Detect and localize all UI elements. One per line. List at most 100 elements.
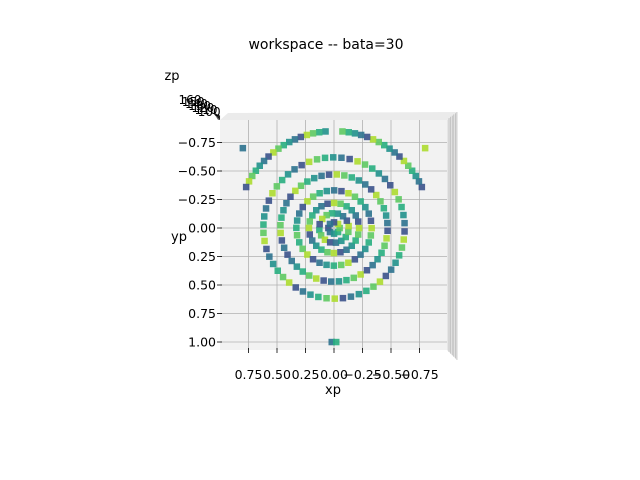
y-axis-label: yp <box>171 230 187 245</box>
scatter-point <box>315 293 322 301</box>
scatter-point <box>363 287 370 295</box>
scatter-point <box>367 232 375 239</box>
scatter-point <box>318 203 325 210</box>
scatter-point <box>362 181 369 188</box>
scatter-point <box>330 249 338 257</box>
scatter-point <box>274 267 281 274</box>
scatter-point <box>367 217 375 224</box>
scatter-point <box>309 237 316 244</box>
scatter-point <box>304 178 311 185</box>
scatter-point <box>325 224 332 232</box>
scatter-point <box>252 167 260 174</box>
x-axis-label: xp <box>325 383 341 398</box>
scatter-point <box>365 239 372 246</box>
scatter-point <box>335 278 343 285</box>
scatter-point <box>376 278 384 285</box>
scatter-point <box>323 261 330 269</box>
scatter-point <box>348 242 355 249</box>
scatter-point <box>342 233 349 241</box>
scatter-point <box>326 228 334 236</box>
scatter-point <box>369 261 376 269</box>
scatter-point <box>415 178 423 185</box>
y-tick-label: 0.50 <box>188 278 216 293</box>
scatter-point <box>368 224 375 232</box>
scatter-point <box>324 249 331 256</box>
scatter-point <box>260 229 267 237</box>
scatter-point <box>341 172 348 179</box>
scatter-point <box>332 239 340 246</box>
scatter-point <box>326 220 334 228</box>
scatter-point <box>383 235 390 242</box>
x-tick-label: 0.00 <box>320 367 348 382</box>
scatter-point <box>277 229 284 237</box>
scatter-point <box>292 187 299 195</box>
scatter-point <box>400 211 407 219</box>
scatter-point <box>279 273 287 281</box>
scatter-point <box>313 207 320 214</box>
scatter-point <box>343 203 350 210</box>
scatter-point <box>293 224 300 232</box>
scatter-point <box>330 199 338 207</box>
scatter-point <box>412 172 419 180</box>
scatter-point <box>275 145 282 152</box>
scatter-point <box>333 338 340 346</box>
scatter-point <box>323 187 330 195</box>
side-grid-lines <box>448 112 458 360</box>
axes: 0.75 0.50 0.25 0.00−0.25−0.50−0.75−0.75−0.5… <box>178 93 439 382</box>
scatter-point <box>378 249 385 256</box>
z-tick-label: 160 <box>179 93 202 107</box>
scatter-point <box>355 177 362 184</box>
scatter-point <box>401 228 408 235</box>
scatter-point <box>381 175 389 183</box>
y-tick-label: −0.75 <box>178 135 216 150</box>
scatter-point <box>338 261 345 269</box>
scatter-point <box>270 149 277 156</box>
scatter-point <box>386 145 393 152</box>
scatter-point <box>277 222 284 229</box>
scatter-point <box>330 187 338 194</box>
scatter-point <box>261 237 268 245</box>
scatter-point <box>375 170 383 177</box>
scatter-point <box>370 283 377 290</box>
scatter-point <box>288 257 295 265</box>
z-tick-mark <box>216 117 221 120</box>
scatter-point <box>363 267 371 274</box>
z-tick-label: 140 <box>185 97 208 111</box>
scatter-point <box>278 176 286 184</box>
scatter-point <box>361 161 369 168</box>
scatter-point <box>306 218 313 225</box>
grid-lines <box>220 120 447 350</box>
scatter-point <box>347 293 355 300</box>
scatter-point <box>296 210 303 217</box>
chart-title: workspace -- bata=30 <box>248 37 403 53</box>
z-tick-label: 110 <box>195 103 218 117</box>
scatter-point <box>348 207 355 214</box>
scatter-point <box>321 236 329 243</box>
scatter-point <box>260 157 268 165</box>
scatter-point <box>352 212 359 219</box>
scatter-point <box>269 190 276 197</box>
scatter-point <box>262 205 270 212</box>
scatter-point <box>387 182 394 189</box>
scatter-point <box>287 193 294 200</box>
scatter-point <box>391 149 398 156</box>
scatter-point <box>291 166 298 173</box>
scatter-point <box>299 245 306 253</box>
z-axis-label: zp <box>164 69 179 84</box>
scatter-point <box>357 271 364 278</box>
scatter-point <box>306 272 313 279</box>
scatter-point <box>297 133 305 141</box>
scatter-point <box>299 268 306 275</box>
scatter-point <box>316 129 323 136</box>
scatter-point <box>421 144 429 152</box>
scatter-point <box>382 272 390 280</box>
scatter-point <box>337 249 344 256</box>
scatter-point <box>328 210 336 217</box>
scatter-point <box>318 246 325 253</box>
scatter-point <box>375 138 382 146</box>
scatter-point <box>345 190 352 197</box>
scatter-point <box>357 198 364 205</box>
scatter-point <box>339 294 347 302</box>
scatter-point <box>273 183 281 190</box>
scatter-point <box>354 158 361 165</box>
